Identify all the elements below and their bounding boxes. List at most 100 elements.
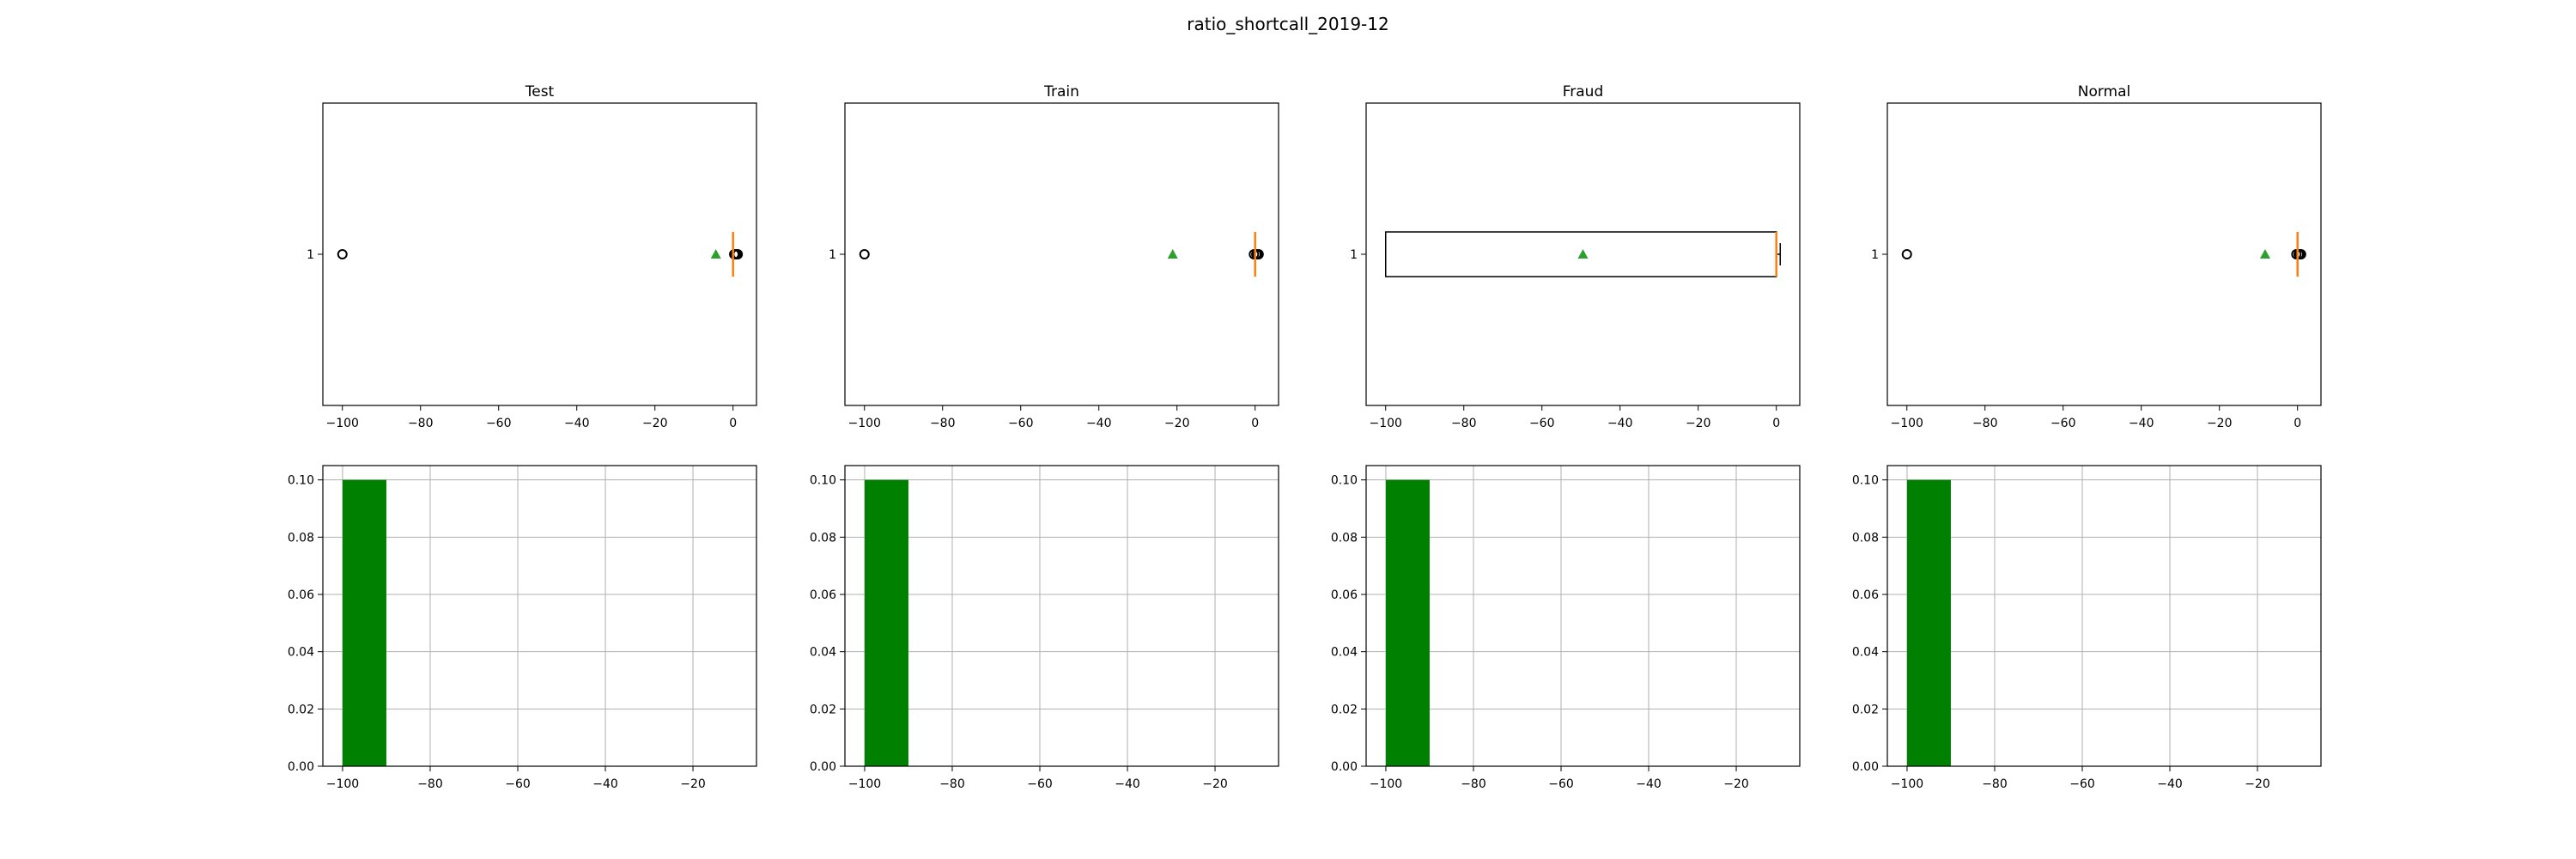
x-tick-label: −20 <box>2245 777 2270 791</box>
x-tick-label: −60 <box>486 417 512 430</box>
x-tick-label: −20 <box>680 777 706 791</box>
x-tick-label: −80 <box>1461 777 1486 791</box>
axes-frame <box>1886 102 2322 406</box>
x-tick-label: −60 <box>2069 777 2095 791</box>
x-tick-label: −60 <box>1529 417 1555 430</box>
x-tick-label: −40 <box>1607 417 1633 430</box>
boxplot-panel: Fraud 1 −100 −80 −60 −40 −20 0 <box>1350 83 1801 430</box>
x-tick-label: −80 <box>1982 777 2008 791</box>
panels: Test 1 −100 −80 −60 −40 −20 0 Train 1 −100 −80 −60 −4… <box>288 83 2322 791</box>
histogram-panel: 0.00 0.02 0.04 0.06 0.08 0.10 −100 −80 −60 −40 −20 <box>288 465 757 791</box>
y-tick-label: 0.02 <box>1331 703 1358 716</box>
x-tick-label: 0 <box>1772 417 1780 430</box>
histogram-panel: 0.00 0.02 0.04 0.06 0.08 0.10 −100 −80 −60 −40 −20 <box>1852 465 2322 791</box>
x-tick-label: −100 <box>1370 777 1402 791</box>
y-tick-label: 0.10 <box>810 474 836 488</box>
x-tick-label: −80 <box>1972 417 1998 430</box>
x-tick-label: −40 <box>1636 777 1662 791</box>
x-tick-label: −60 <box>1548 777 1574 791</box>
x-tick-label: −20 <box>1723 777 1749 791</box>
x-tick-label: −40 <box>1115 777 1140 791</box>
histogram-bar <box>342 479 386 766</box>
x-tick-label: 0 <box>2293 417 2301 430</box>
y-tick-label: 0.06 <box>288 588 314 602</box>
axes-frame <box>1886 465 2322 767</box>
x-tick-label: 0 <box>729 417 737 430</box>
y-tick-label: 0.06 <box>1852 588 1879 602</box>
panel-title: Fraud <box>1563 83 1604 101</box>
y-tick-label: 0.04 <box>1331 646 1358 660</box>
y-tick-label: 0.10 <box>288 474 314 488</box>
x-tick-label: −60 <box>1027 777 1053 791</box>
mean-marker <box>1577 249 1589 259</box>
axes-frame <box>1365 465 1801 767</box>
y-tick-label: 0.02 <box>810 703 836 716</box>
y-tick-label: 0.06 <box>1331 588 1358 602</box>
histogram-bar <box>1906 479 1951 766</box>
mean-marker <box>2259 249 2270 259</box>
x-tick-label: −40 <box>592 777 618 791</box>
y-tick-label: 1 <box>307 248 314 262</box>
y-tick-label: 0.08 <box>810 531 836 545</box>
y-tick-label: 0.08 <box>1331 531 1358 545</box>
panel-title: Normal <box>2078 83 2131 101</box>
y-tick-label: 0.10 <box>1852 474 1879 488</box>
x-tick-label: −60 <box>2050 417 2076 430</box>
histogram-bar <box>1385 479 1430 766</box>
y-tick-label: 1 <box>1871 248 1879 262</box>
boxplot-panel: Test 1 −100 −80 −60 −40 −20 0 <box>307 83 757 430</box>
boxplot-panel: Normal 1 −100 −80 −60 −40 −20 0 <box>1871 83 2322 430</box>
histogram-panel: 0.00 0.02 0.04 0.06 0.08 0.10 −100 −80 −60 −40 −20 <box>810 465 1279 791</box>
x-tick-label: −20 <box>2207 417 2233 430</box>
outlier-point <box>859 249 870 259</box>
x-tick-label: −80 <box>930 417 956 430</box>
y-tick-label: 0.02 <box>1852 703 1879 716</box>
y-tick-label: 0.04 <box>810 646 836 660</box>
x-tick-label: −100 <box>1891 777 1923 791</box>
x-tick-label: −100 <box>1891 417 1923 430</box>
outlier-point <box>337 249 348 259</box>
y-tick-label: 1 <box>1350 248 1358 262</box>
x-tick-label: −40 <box>2129 417 2154 430</box>
y-tick-label: 0.04 <box>1852 646 1879 660</box>
x-tick-label: −80 <box>408 417 434 430</box>
x-tick-label: −100 <box>326 417 359 430</box>
outlier-point <box>1901 249 1912 259</box>
x-tick-label: −60 <box>505 777 531 791</box>
x-tick-label: −100 <box>848 777 881 791</box>
x-tick-label: −40 <box>2157 777 2183 791</box>
x-tick-label: −80 <box>1451 417 1477 430</box>
axes-frame <box>844 102 1279 406</box>
y-tick-label: 0.00 <box>288 760 314 774</box>
y-tick-label: 0.00 <box>810 760 836 774</box>
x-tick-label: −100 <box>1370 417 1402 430</box>
histogram-bar <box>864 479 908 766</box>
y-tick-label: 0.00 <box>1852 760 1879 774</box>
y-tick-label: 0.08 <box>1852 531 1879 545</box>
x-tick-label: −40 <box>564 417 590 430</box>
x-tick-label: −40 <box>1086 417 1112 430</box>
x-tick-label: 0 <box>1251 417 1259 430</box>
figure-title: ratio_shortcall_2019-12 <box>1187 14 1388 34</box>
panel-title: Test <box>525 83 555 101</box>
x-tick-label: −20 <box>1164 417 1190 430</box>
axes-frame <box>322 102 757 406</box>
histogram-panel: 0.00 0.02 0.04 0.06 0.08 0.10 −100 −80 −60 −40 −20 <box>1331 465 1801 791</box>
y-tick-label: 0.02 <box>288 703 314 716</box>
x-tick-label: −20 <box>642 417 668 430</box>
y-tick-label: 0.10 <box>1331 474 1358 488</box>
y-tick-label: 0.00 <box>1331 760 1358 774</box>
y-tick-label: 0.06 <box>810 588 836 602</box>
x-tick-label: −80 <box>939 777 965 791</box>
y-tick-label: 1 <box>829 248 836 262</box>
x-tick-label: −20 <box>1686 417 1711 430</box>
x-tick-label: −100 <box>848 417 881 430</box>
mean-marker <box>1167 249 1178 259</box>
x-tick-label: −100 <box>326 777 359 791</box>
y-tick-label: 0.04 <box>288 646 314 660</box>
y-tick-label: 0.08 <box>288 531 314 545</box>
axes-frame <box>844 465 1279 767</box>
x-tick-label: −80 <box>417 777 443 791</box>
